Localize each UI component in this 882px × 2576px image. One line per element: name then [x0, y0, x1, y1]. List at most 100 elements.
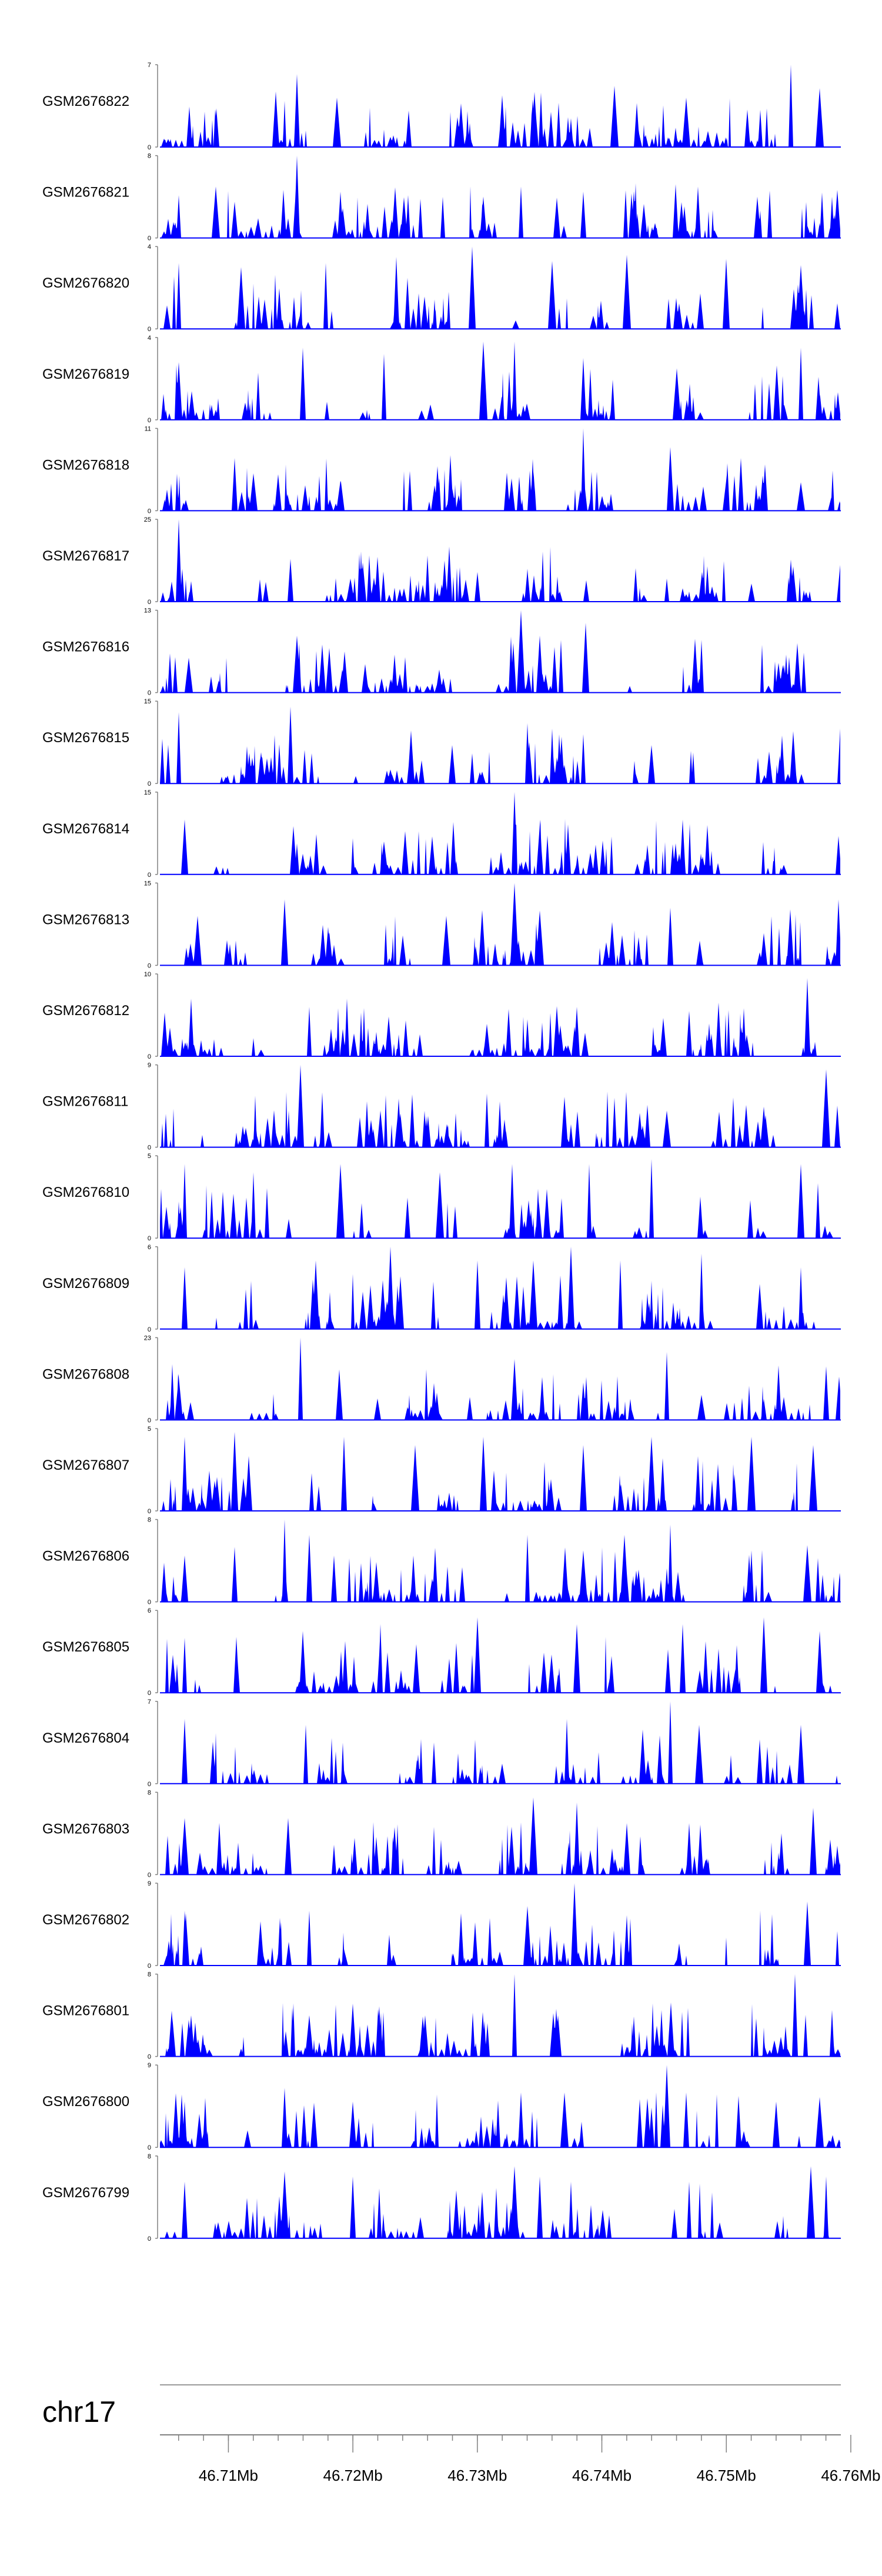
- y-max-label: 7: [148, 1699, 151, 1706]
- track: GSM2676804 7 0: [42, 1699, 841, 1788]
- track-label: GSM2676808: [42, 1366, 129, 1382]
- track: GSM2676822 7 0: [42, 62, 841, 151]
- coverage-area: [160, 1974, 840, 2057]
- y-zero-label: 0: [148, 872, 151, 879]
- track-label: GSM2676816: [42, 639, 129, 655]
- y-max-label: 6: [148, 1607, 151, 1614]
- coverage-area: [160, 519, 840, 602]
- chromosome-label: chr17: [42, 2395, 116, 2428]
- y-zero-label: 0: [148, 1417, 151, 1424]
- track-label: GSM2676814: [42, 821, 129, 837]
- track-label: GSM2676803: [42, 1821, 129, 1837]
- track: GSM2676806 8 0: [42, 1517, 841, 1606]
- y-zero-label: 0: [148, 144, 151, 151]
- axis-tick-label: 46.71Mb: [199, 2467, 258, 2484]
- track: GSM2676803 8 0: [42, 1789, 841, 1878]
- y-zero-label: 0: [148, 2144, 151, 2151]
- coverage-area: [160, 610, 840, 693]
- y-max-label: 9: [148, 1062, 151, 1069]
- coverage-area: [160, 1519, 840, 1602]
- y-zero-label: 0: [148, 1053, 151, 1060]
- y-zero-label: 0: [148, 1599, 151, 1606]
- y-max-label: 7: [148, 62, 151, 69]
- track-label: GSM2676801: [42, 2003, 129, 2019]
- coverage-area: [160, 706, 840, 784]
- track: GSM2676800 9 0: [42, 2062, 841, 2151]
- track: GSM2676812 10 0: [42, 971, 841, 1060]
- track-label: GSM2676806: [42, 1549, 129, 1564]
- y-max-label: 13: [144, 608, 151, 615]
- track: GSM2676821 8 0: [42, 153, 841, 242]
- axis-tick-label: 46.72Mb: [323, 2467, 383, 2484]
- y-max-label: 8: [148, 153, 151, 160]
- track-label: GSM2676817: [42, 548, 129, 564]
- track: GSM2676811 9 0: [42, 1062, 841, 1152]
- track-label: GSM2676812: [42, 1003, 129, 1019]
- track-label: GSM2676820: [42, 275, 129, 291]
- track-label: GSM2676810: [42, 1184, 129, 1200]
- track-label: GSM2676800: [42, 2094, 129, 2110]
- track: GSM2676809 6 0: [42, 1244, 841, 1333]
- y-max-label: 10: [144, 971, 151, 978]
- coverage-area: [160, 1246, 840, 1329]
- track-label: GSM2676802: [42, 1912, 129, 1928]
- y-max-label: 11: [145, 425, 151, 432]
- y-zero-label: 0: [148, 1963, 151, 1970]
- track: GSM2676808 23 0: [42, 1334, 841, 1424]
- track-label: GSM2676815: [42, 730, 129, 746]
- y-max-label: 8: [148, 1971, 151, 1978]
- coverage-area: [160, 2166, 840, 2238]
- track-label: GSM2676807: [42, 1457, 129, 1473]
- coverage-area: [160, 792, 840, 875]
- coverage-area: [160, 978, 840, 1056]
- track-label: GSM2676804: [42, 1730, 129, 1746]
- coverage-area: [160, 65, 840, 147]
- coverage-area: [160, 1883, 840, 1966]
- coverage-area: [160, 1337, 840, 1420]
- y-zero-label: 0: [148, 962, 151, 969]
- y-zero-label: 0: [148, 1508, 151, 1515]
- coverage-area: [160, 246, 840, 329]
- y-zero-label: 0: [148, 1326, 151, 1333]
- axis-tick-label: 46.76Mb: [821, 2467, 880, 2484]
- y-max-label: 5: [148, 1153, 151, 1160]
- track-label: GSM2676799: [42, 2185, 129, 2201]
- coverage-area: [160, 341, 840, 420]
- y-max-label: 15: [144, 880, 151, 887]
- coverage-area: [160, 1617, 840, 1693]
- y-zero-label: 0: [148, 1690, 151, 1697]
- coverage-tracks: GSM267682270GSM267682180GSM267682040GSM2…: [42, 62, 841, 2243]
- y-max-label: 8: [148, 2153, 151, 2160]
- y-zero-label: 0: [148, 780, 151, 788]
- y-zero-label: 0: [148, 1235, 151, 1242]
- axis-tick-label: 46.75Mb: [697, 2467, 756, 2484]
- y-max-label: 4: [148, 335, 151, 342]
- track: GSM2676807 5 0: [42, 1426, 841, 1515]
- track-label: GSM2676819: [42, 366, 129, 382]
- axis-ticks: 46.71Mb 46.72Mb 46.73Mb 46.74Mb 46.75Mb 46.76…: [178, 2435, 881, 2484]
- track: GSM2676810 5 0: [42, 1153, 841, 1242]
- track-label: GSM2676809: [42, 1276, 129, 1292]
- y-zero-label: 0: [148, 508, 151, 515]
- y-zero-label: 0: [148, 599, 151, 606]
- track: GSM2676801 8 0: [42, 1971, 841, 2061]
- axis-tick-label: 46.74Mb: [572, 2467, 632, 2484]
- y-max-label: 8: [148, 1789, 151, 1796]
- track: GSM2676813 15 0: [42, 880, 841, 969]
- y-max-label: 8: [148, 1517, 151, 1524]
- track-label: GSM2676813: [42, 912, 129, 927]
- coverage-area: [160, 1159, 840, 1239]
- coverage-area: [160, 1701, 840, 1784]
- track: GSM2676802 9 0: [42, 1880, 841, 1970]
- coverage-area: [160, 1432, 840, 1511]
- axis-tick-label: 46.73Mb: [447, 2467, 507, 2484]
- track-label: GSM2676822: [42, 94, 129, 109]
- coverage-area: [160, 428, 840, 511]
- coverage-area: [160, 155, 840, 238]
- y-max-label: 15: [144, 698, 151, 705]
- y-zero-label: 0: [148, 1144, 151, 1152]
- y-max-label: 15: [144, 789, 151, 796]
- y-zero-label: 0: [148, 1781, 151, 1788]
- genome-axis: chr17 46.71Mb 46.72Mb 46.73Mb 46.74Mb 46.75M…: [42, 2384, 881, 2484]
